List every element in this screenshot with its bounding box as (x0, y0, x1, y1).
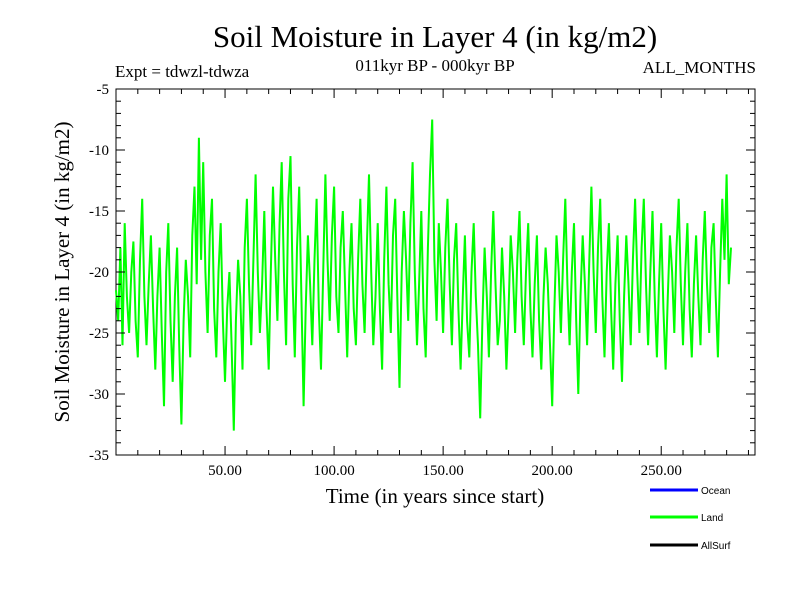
y-tick-label: -30 (89, 387, 109, 403)
legend-label-ocean: Ocean (701, 486, 730, 497)
x-axis-label: Time (in years since start) (326, 484, 545, 508)
legend: Ocean Land AllSurf (650, 486, 731, 552)
y-tick-label: -35 (89, 448, 109, 464)
x-tick-label: 200.00 (532, 463, 573, 479)
legend-label-land: Land (701, 513, 723, 524)
y-axis: -35 -30 -25 -20 -15 -10 -5 (89, 82, 755, 464)
y-tick-label: -20 (89, 265, 109, 281)
y-tick-label: -15 (89, 204, 109, 220)
y-axis-label: Soil Moisture in Layer 4 (in kg/m2) (50, 122, 74, 423)
series-layer (115, 119, 732, 431)
x-tick-label: 50.00 (208, 463, 242, 479)
x-tick-label: 150.00 (423, 463, 464, 479)
experiment-label: Expt = tdwzl-tdwza (115, 62, 250, 81)
plot-area: 50.00 100.00 150.00 200.00 250.00 -35-30-25-… (89, 82, 756, 479)
x-tick-label: 100.00 (313, 463, 354, 479)
y-tick-label: -5 (97, 82, 110, 98)
x-tick-label: 250.00 (641, 463, 682, 479)
y-tick-label: -25 (89, 326, 109, 342)
y-tick-label: -10 (89, 143, 109, 159)
x-axis: 50.00 100.00 150.00 200.00 250.00 (137, 89, 749, 479)
legend-label-allsurf: AllSurf (701, 541, 731, 552)
time-range-label: 011kyr BP - 000kyr BP (355, 56, 514, 75)
months-label: ALL_MONTHS (643, 58, 756, 77)
chart-title: Soil Moisture in Layer 4 (in kg/m2) (213, 19, 657, 54)
series-line-land (115, 119, 732, 431)
